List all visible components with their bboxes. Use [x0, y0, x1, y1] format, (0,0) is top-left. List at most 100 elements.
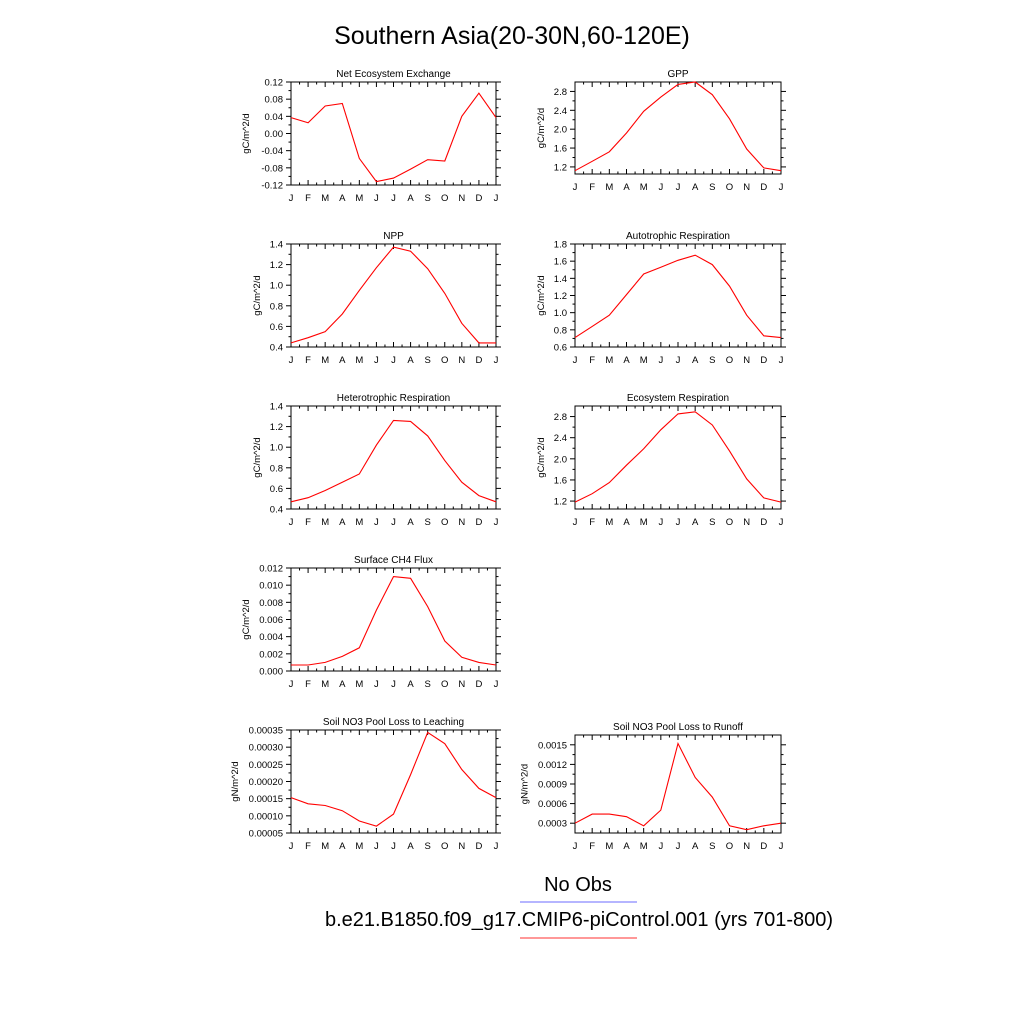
panel-1-xtick-label: O [441, 193, 448, 204]
panel-7-xtick-label: O [441, 679, 448, 690]
panel-3-ytick-label: 0.4 [270, 343, 283, 354]
panel-2-xtick-label: O [726, 182, 733, 193]
panel-8-ylabel: gN/m^2/d [230, 761, 241, 801]
panel-8-ytick-label: 0.00020 [249, 777, 283, 788]
panel-5-ytick-label: 0.8 [270, 463, 283, 474]
panel-5-ytick-label: 0.6 [270, 484, 283, 495]
panel-5-frame [290, 405, 497, 510]
panel-8-xtick-label: A [407, 841, 414, 852]
panel-9-ytick-label: 0.0006 [538, 799, 567, 810]
panel-4-ytick-label: 1.0 [554, 308, 567, 319]
panel-4-ytick-label: 1.2 [554, 291, 567, 302]
legend-label-model: b.e21.B1850.f09_g17.CMIP6-piControl.001 … [325, 909, 833, 931]
panel-2-xtick-label: D [760, 182, 767, 193]
panel-5-ytick-label: 1.2 [270, 422, 283, 433]
panel-4-ytick-label: 0.8 [554, 325, 567, 336]
panel-5-xtick-label: M [355, 517, 363, 528]
panel-3-title: NPP [383, 231, 404, 242]
panel-8-xtick-label: M [321, 841, 329, 852]
panel-1-title: Net Ecosystem Exchange [336, 69, 451, 80]
panel-8-xtick-label: S [424, 841, 430, 852]
panel-3-ytick-label: 1.2 [270, 260, 283, 271]
panel-5-xtick-label: O [441, 517, 448, 528]
legend: No Obs b.e21.B1850.f09_g17.CMIP6-piContr… [325, 874, 833, 939]
panel-1-ytick-label: 0.12 [265, 78, 284, 89]
panel-3-xtick-label: A [407, 355, 414, 366]
panel-4-xtick-label: N [743, 355, 750, 366]
panel-3-xtick-label: M [321, 355, 329, 366]
panel-7-xtick-label: M [321, 679, 329, 690]
panel-8-ytick-label: 0.00015 [249, 794, 283, 805]
panel-4-xtick-label: A [623, 355, 630, 366]
panel-8-xtick-label: M [355, 841, 363, 852]
panel-8-xtick-label: J [289, 841, 294, 852]
panel-2-xtick-label: M [640, 182, 648, 193]
panel-3-xtick-label: J [391, 355, 396, 366]
panel-2-ytick-label: 1.2 [554, 162, 567, 173]
panel-4-ylabel: gC/m^2/d [536, 275, 547, 315]
panel-9-title: Soil NO3 Pool Loss to Runoff [613, 722, 743, 733]
panel-1-xtick-label: J [374, 193, 379, 204]
panel-1-xtick-label: M [355, 193, 363, 204]
panel-1-xtick-label: A [407, 193, 414, 204]
panel-3-ytick-label: 1.0 [270, 281, 283, 292]
panel-5-ytick-label: 0.4 [270, 505, 283, 516]
panel-2-xtick-label: J [573, 182, 578, 193]
panel-3-xtick-label: J [289, 355, 294, 366]
panel-6-xtick-label: J [573, 517, 578, 528]
panel-9-xtick-label: D [760, 841, 767, 852]
panel-9-xtick-label: O [726, 841, 733, 852]
panel-4-title: Autotrophic Respiration [626, 231, 730, 242]
panel-4-xtick-label: A [692, 355, 699, 366]
panel-5-xtick-label: J [289, 517, 294, 528]
panel-2-xtick-label: S [709, 182, 715, 193]
panel-3-xtick-label: J [374, 355, 379, 366]
panel-7-xtick-label: F [305, 679, 311, 690]
panel-8-ytick-label: 0.00010 [249, 811, 283, 822]
panel-2-series-line [574, 81, 782, 172]
panel-3-xtick-label: N [458, 355, 465, 366]
panel-6-title: Ecosystem Respiration [627, 393, 729, 404]
panel-3-xtick-label: O [441, 355, 448, 366]
panel-4-xtick-label: M [640, 355, 648, 366]
legend-label-obs: No Obs [544, 874, 612, 896]
panel-3-ytick-label: 0.8 [270, 301, 283, 312]
panel-1-xtick-label: J [391, 193, 396, 204]
panel-8-ytick-label: 0.00035 [249, 726, 283, 737]
panel-7-series-line [291, 576, 497, 666]
panel-3-ylabel: gC/m^2/d [252, 275, 263, 315]
panel-9-xtick-label: J [676, 841, 681, 852]
panel-2-ytick-label: 2.8 [554, 87, 567, 98]
panel-8-series-line [290, 731, 497, 827]
panel-2-ytick-label: 2.4 [554, 106, 567, 117]
panel-7-xtick-label: J [289, 679, 294, 690]
panel-3-xtick-label: D [475, 355, 482, 366]
panel-4-xtick-label: F [589, 355, 595, 366]
panel-8-xtick-label: J [391, 841, 396, 852]
panel-5-series-line [290, 419, 497, 503]
panel-5-title: Heterotrophic Respiration [337, 393, 450, 404]
panel-6-xtick-label: S [709, 517, 715, 528]
panel-6-ytick-label: 1.2 [554, 497, 567, 508]
panel-5-ylabel: gC/m^2/d [252, 437, 263, 477]
panel-7-xtick-label: J [494, 679, 499, 690]
panel-6-xtick-label: J [676, 517, 681, 528]
panel-9-xtick-label: S [709, 841, 715, 852]
panel-5-xtick-label: N [458, 517, 465, 528]
panel-7-ytick-label: 0.008 [259, 598, 283, 609]
panel-4-series-line [574, 254, 782, 339]
panel-8-ytick-label: 0.00005 [249, 829, 283, 840]
panel-7-ytick-label: 0.002 [259, 649, 283, 660]
panel-7-xtick-label: S [424, 679, 430, 690]
panel-8-xtick-label: F [305, 841, 311, 852]
panel-8-xtick-label: J [494, 841, 499, 852]
panel-8-xtick-label: J [374, 841, 379, 852]
panel-7-xtick-label: N [458, 679, 465, 690]
panel-4-xtick-label: M [605, 355, 613, 366]
